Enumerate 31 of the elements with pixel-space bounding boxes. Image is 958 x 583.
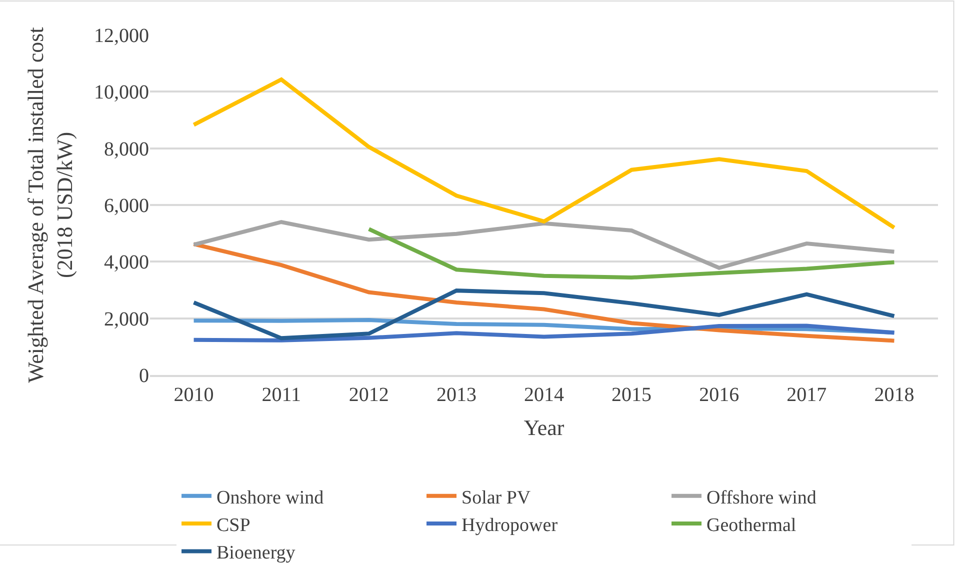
x-axis-title: Year xyxy=(524,415,565,440)
legend-label: Offshore wind xyxy=(706,487,817,508)
legend-label: CSP xyxy=(216,514,250,536)
y-tick-label: 0 xyxy=(139,365,149,387)
line-series xyxy=(192,77,896,230)
line-series xyxy=(192,288,896,340)
legend-label: Hydropower xyxy=(462,514,558,536)
y-tick-label: 10,000 xyxy=(94,82,149,104)
legend-label: Geothermal xyxy=(706,514,796,536)
line-series xyxy=(192,324,896,342)
y-tick-label: 6,000 xyxy=(104,195,149,217)
x-tick-label: 2012 xyxy=(348,384,389,406)
x-tick-label: 2017 xyxy=(786,384,827,406)
legend-label: Solar PV xyxy=(462,487,531,508)
y-tick-label: 12,000 xyxy=(94,25,149,47)
x-tick-label: 2010 xyxy=(174,384,214,406)
x-tick-label: 2016 xyxy=(699,384,740,406)
x-tick-label: 2011 xyxy=(262,384,301,406)
x-tick-label: 2015 xyxy=(612,384,652,406)
x-tick-label: 2014 xyxy=(524,384,564,406)
y-tick-label: 2,000 xyxy=(104,308,149,330)
legend-label: Bioenergy xyxy=(216,542,296,564)
line-series xyxy=(366,227,896,280)
y-tick-label: 8,000 xyxy=(104,138,149,160)
legend-label: Onshore wind xyxy=(216,487,324,508)
y-axis-title: Weighted Average of Total installed cost (2018 USD/kW) xyxy=(23,27,77,383)
line-series xyxy=(192,220,896,270)
y-tick-label: 4,000 xyxy=(104,252,149,274)
x-tick-label: 2013 xyxy=(436,384,476,406)
x-tick-label: 2018 xyxy=(874,384,914,406)
line-series xyxy=(192,242,896,343)
